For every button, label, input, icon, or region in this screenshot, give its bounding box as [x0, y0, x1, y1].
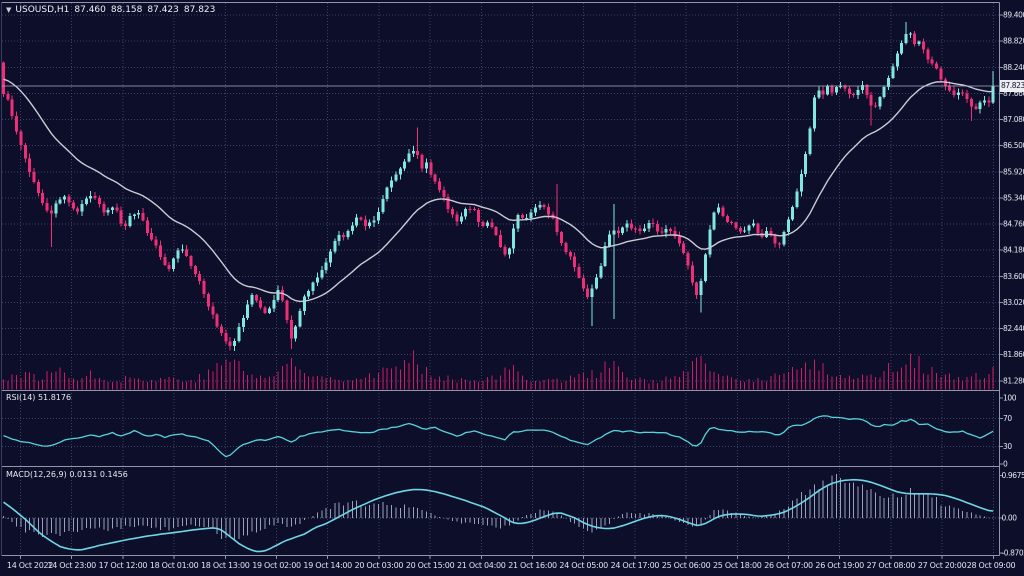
- price-tick-label: 84.760: [1003, 220, 1024, 229]
- ma-line: [3, 78, 994, 303]
- time-tick-label: 17 Oct 12:00: [99, 561, 148, 570]
- time-tick-label: 21 Oct 16:00: [508, 561, 557, 570]
- rsi-tick-label: 30: [1003, 442, 1012, 451]
- macd-histogram: [3, 474, 994, 540]
- time-tick-label: 25 Oct 06:00: [662, 561, 711, 570]
- time-tick-label: 19 Oct 02:00: [252, 561, 301, 570]
- time-tick-label: 27 Oct 20:00: [918, 561, 967, 570]
- macd-tick-label: -0.8702: [1002, 549, 1024, 558]
- price-tick-label: 85.340: [1003, 193, 1024, 202]
- time-tick-label: 24 Oct 05:00: [559, 561, 608, 570]
- time-tick-label: 27 Oct 08:00: [867, 561, 916, 570]
- axis-labels: 89.400 88.820 88.240 87.660 87.080 86.500 85.9…: [7, 11, 1024, 571]
- price-tick-label: 83.020: [1003, 298, 1024, 307]
- time-tick-label: 20 Oct 15:00: [406, 561, 455, 570]
- macd-signal-line: [3, 478, 994, 553]
- price-tick-label: 85.920: [1003, 167, 1024, 176]
- price-tick-label: 87.080: [1003, 115, 1024, 124]
- volume-layer: [3, 350, 994, 390]
- time-tick-label: 19 Oct 14:00: [303, 561, 352, 570]
- macd-tick-label: 0.00: [1002, 514, 1018, 523]
- rsi-tick-label: 70: [1003, 414, 1012, 423]
- time-tick-label: 26 Oct 19:00: [815, 561, 864, 570]
- time-tick-label: 26 Oct 07:00: [764, 561, 813, 570]
- rsi-tick-label: 0: [1003, 460, 1008, 469]
- time-tick-label: 14 Oct 2022: [7, 561, 53, 570]
- time-tick-label: 20 Oct 03:00: [355, 561, 404, 570]
- time-tick-label: 25 Oct 18:00: [713, 561, 762, 570]
- time-tick-label: 18 Oct 13:00: [201, 561, 250, 570]
- price-tick-label: 88.240: [1003, 63, 1024, 72]
- price-tick-label: 81.280: [1003, 376, 1024, 385]
- price-tick-label: 81.860: [1003, 350, 1024, 359]
- time-tick-label: 21 Oct 04:00: [457, 561, 506, 570]
- price-tick-label: 86.500: [1003, 141, 1024, 150]
- time-tick-label: 28 Oct 09:00: [967, 561, 1016, 570]
- time-tick-label: 18 Oct 01:00: [150, 561, 199, 570]
- rsi-line: [3, 415, 994, 458]
- candles-layer: [2, 22, 995, 351]
- price-tick-label: 83.600: [1003, 272, 1024, 281]
- pane-frames: [1, 2, 1000, 556]
- time-tick-label: 24 Oct 17:00: [611, 561, 660, 570]
- price-tick-label: 89.400: [1003, 11, 1024, 20]
- price-tick-label: 88.820: [1003, 37, 1024, 46]
- time-tick-label: 14 Oct 23:00: [47, 561, 96, 570]
- price-tick-label: 87.660: [1003, 89, 1024, 98]
- rsi-tick-label: 100: [1003, 394, 1017, 403]
- macd-tick-label: 0.9675: [1002, 471, 1024, 480]
- price-tick-label: 82.440: [1003, 324, 1024, 333]
- price-tick-label: 84.180: [1003, 246, 1024, 255]
